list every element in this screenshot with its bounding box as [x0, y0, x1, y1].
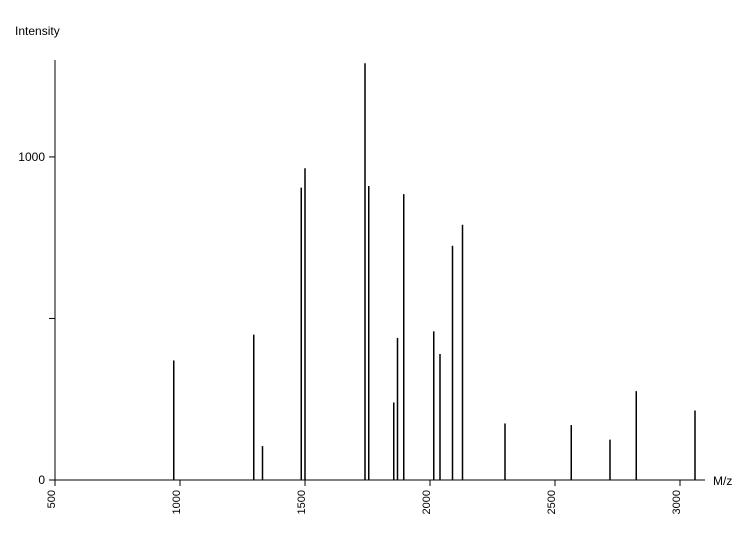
mass-spectrum-chart: 0 1000 500 1000 1500 2000 2500 3000 Intensity M/z — [0, 0, 750, 540]
x-axis-title: M/z — [713, 474, 732, 488]
y-axis-title: Intensity — [15, 24, 60, 38]
y-tick-label: 0 — [38, 473, 45, 487]
x-tick-label: 500 — [46, 490, 58, 508]
spectrum-plot: 0 1000 500 1000 1500 2000 2500 3000 Intensity M/z — [0, 0, 750, 540]
x-tick-label: 1000 — [171, 490, 183, 514]
x-tick-label: 2500 — [546, 490, 558, 514]
x-tick-label: 3000 — [671, 490, 683, 514]
y-tick-label: 1000 — [18, 150, 45, 164]
x-tick-label: 2000 — [421, 490, 433, 514]
x-tick-label: 1500 — [296, 490, 308, 514]
